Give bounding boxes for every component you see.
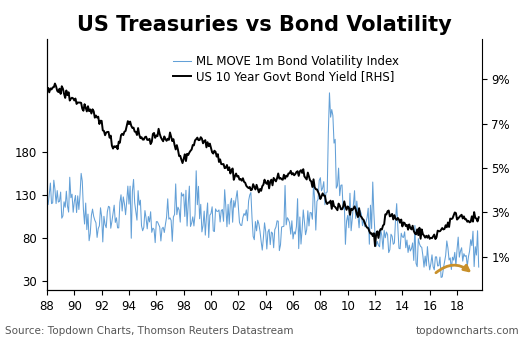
ML MOVE 1m Bond Volatility Index [327, 91, 333, 95]
ML MOVE 1m Bond Volatility Index [282, 184, 288, 188]
US 10 Year Govt Bond Yield [RHS] [301, 174, 308, 178]
US 10 Year Govt Bond Yield [RHS] [365, 226, 371, 230]
ML MOVE 1m Bond Volatility Index [476, 265, 482, 269]
Line: ML MOVE 1m Bond Volatility Index: ML MOVE 1m Bond Volatility Index [47, 93, 479, 277]
ML MOVE 1m Bond Volatility Index [236, 220, 243, 224]
ML MOVE 1m Bond Volatility Index [44, 196, 50, 200]
ML MOVE 1m Bond Volatility Index [438, 275, 444, 280]
US 10 Year Govt Bond Yield [RHS] [122, 129, 129, 133]
ML MOVE 1m Bond Volatility Index [121, 201, 128, 206]
ML MOVE 1m Bond Volatility Index [375, 243, 382, 247]
Line: US 10 Year Govt Bond Yield [RHS]: US 10 Year Govt Bond Yield [RHS] [47, 83, 479, 246]
US 10 Year Govt Bond Yield [RHS] [237, 177, 244, 181]
US 10 Year Govt Bond Yield [RHS] [52, 81, 58, 86]
US 10 Year Govt Bond Yield [RHS] [376, 229, 383, 233]
Text: Source: Topdown Charts, Thomson Reuters Datastream: Source: Topdown Charts, Thomson Reuters … [5, 326, 294, 336]
ML MOVE 1m Bond Volatility Index [365, 206, 371, 210]
US 10 Year Govt Bond Yield [RHS] [476, 215, 482, 219]
US 10 Year Govt Bond Yield [RHS] [44, 86, 50, 90]
ML MOVE 1m Bond Volatility Index [300, 208, 307, 212]
US 10 Year Govt Bond Yield [RHS] [372, 244, 378, 248]
Title: US Treasuries vs Bond Volatility: US Treasuries vs Bond Volatility [77, 15, 452, 35]
Text: topdowncharts.com: topdowncharts.com [416, 326, 520, 336]
Legend: ML MOVE 1m Bond Volatility Index, US 10 Year Govt Bond Yield [RHS]: ML MOVE 1m Bond Volatility Index, US 10 … [169, 50, 404, 88]
US 10 Year Govt Bond Yield [RHS] [283, 174, 289, 178]
